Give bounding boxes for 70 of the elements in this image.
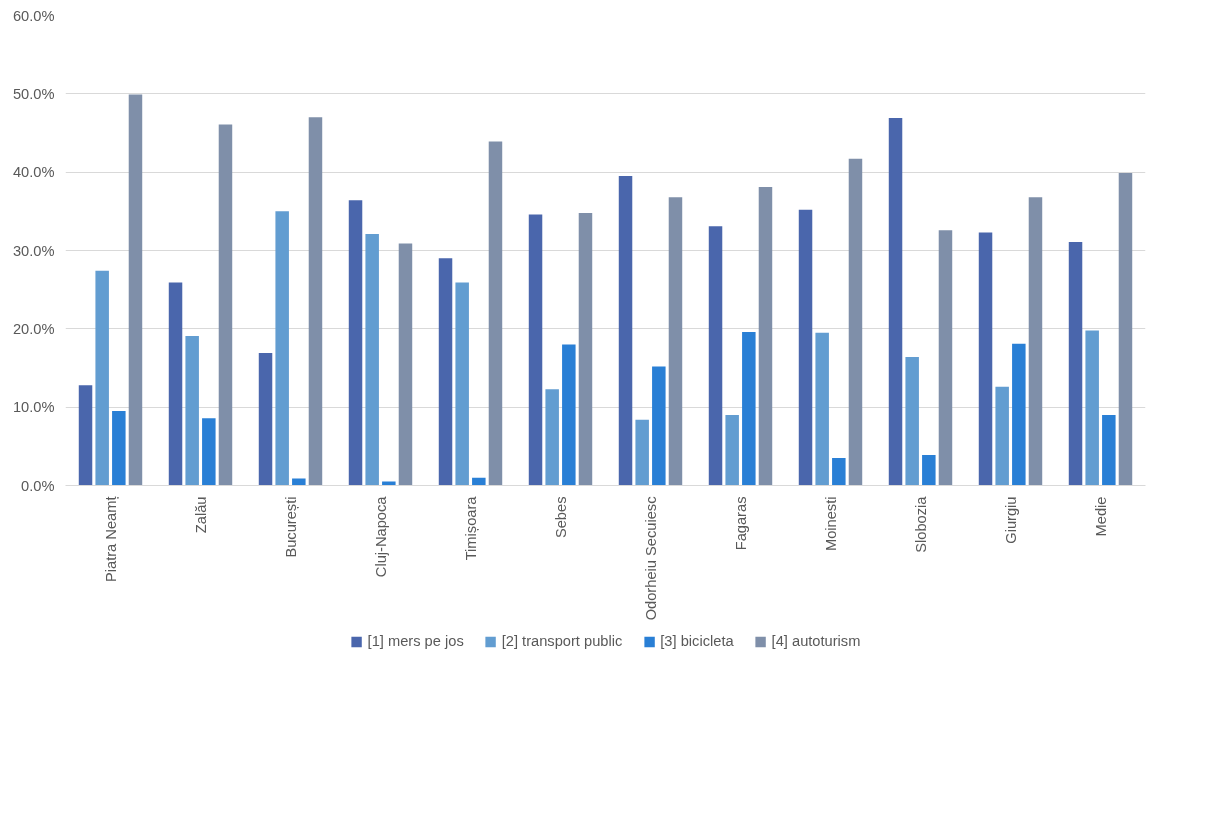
bar: [112, 411, 126, 486]
bar: [168, 282, 183, 486]
bar: [1028, 197, 1043, 486]
bar: [758, 187, 773, 486]
bar: [708, 226, 723, 486]
bar: [922, 454, 936, 486]
bar: [832, 458, 846, 486]
x-tick-label: Sebes: [552, 496, 569, 539]
bar: [472, 477, 486, 486]
bar: [218, 124, 233, 486]
bar: [742, 331, 756, 486]
bar: [562, 344, 576, 486]
bar: [398, 243, 413, 486]
bar: [438, 258, 453, 486]
bar: [365, 234, 379, 486]
bar: [815, 332, 829, 486]
bar: [888, 118, 903, 486]
bar: [185, 335, 199, 486]
bar: [668, 197, 683, 486]
bar: [455, 282, 469, 486]
bar: [1068, 241, 1083, 486]
x-tick-label: București: [282, 496, 299, 558]
legend-label: [4] autoturism: [771, 633, 861, 649]
bar: [1118, 172, 1133, 486]
x-tick-label: Zalău: [192, 496, 209, 534]
bar: [128, 94, 143, 486]
x-tick-label: Odorheiu Secuiesc: [642, 496, 659, 621]
bar: [348, 200, 363, 486]
y-tick-label: 60.0%: [12, 7, 55, 24]
x-tick-label: Slobozia: [912, 495, 929, 553]
bar: [618, 176, 633, 486]
bar: [308, 117, 323, 486]
y-tick-label: 0.0%: [21, 477, 55, 494]
bar: [725, 415, 739, 486]
x-tick-label: Timișoara: [462, 495, 479, 561]
bar: [652, 366, 666, 486]
bar: [488, 141, 503, 486]
y-tick-label: 30.0%: [12, 242, 55, 259]
bar: [95, 270, 109, 486]
y-tick-label: 50.0%: [12, 85, 55, 102]
bar: [545, 389, 559, 486]
y-tick-label: 10.0%: [12, 399, 55, 416]
x-tick-label: Cluj-Napoca: [372, 495, 389, 578]
bar: [578, 212, 593, 486]
bar: [978, 232, 993, 486]
legend-label: [1] mers pe jos: [367, 633, 464, 649]
bar: [798, 209, 813, 486]
bar: [848, 158, 863, 486]
bar: [938, 230, 953, 486]
x-tick-label: Giurgiu: [1002, 496, 1019, 544]
bar: [202, 418, 216, 486]
x-tick-label: Medie: [1092, 496, 1109, 537]
bar: [635, 419, 649, 486]
x-tick-label: Piatra Neamț: [102, 496, 119, 583]
bar: [275, 211, 289, 486]
x-tick-label: Moinesti: [822, 496, 839, 552]
bar: [995, 386, 1009, 486]
x-tick-label: Fagaras: [732, 496, 749, 551]
legend-label: [2] transport public: [501, 633, 623, 649]
bar: [1085, 330, 1099, 486]
bar: [528, 214, 543, 486]
bar: [1012, 343, 1026, 486]
bar: [1102, 415, 1116, 486]
legend-label: [3] bicicleta: [660, 633, 734, 649]
bar: [258, 353, 273, 486]
bar: [905, 357, 919, 486]
bar: [292, 478, 306, 486]
y-tick-label: 20.0%: [12, 320, 55, 337]
y-tick-label: 40.0%: [12, 164, 55, 181]
bar: [78, 385, 93, 486]
